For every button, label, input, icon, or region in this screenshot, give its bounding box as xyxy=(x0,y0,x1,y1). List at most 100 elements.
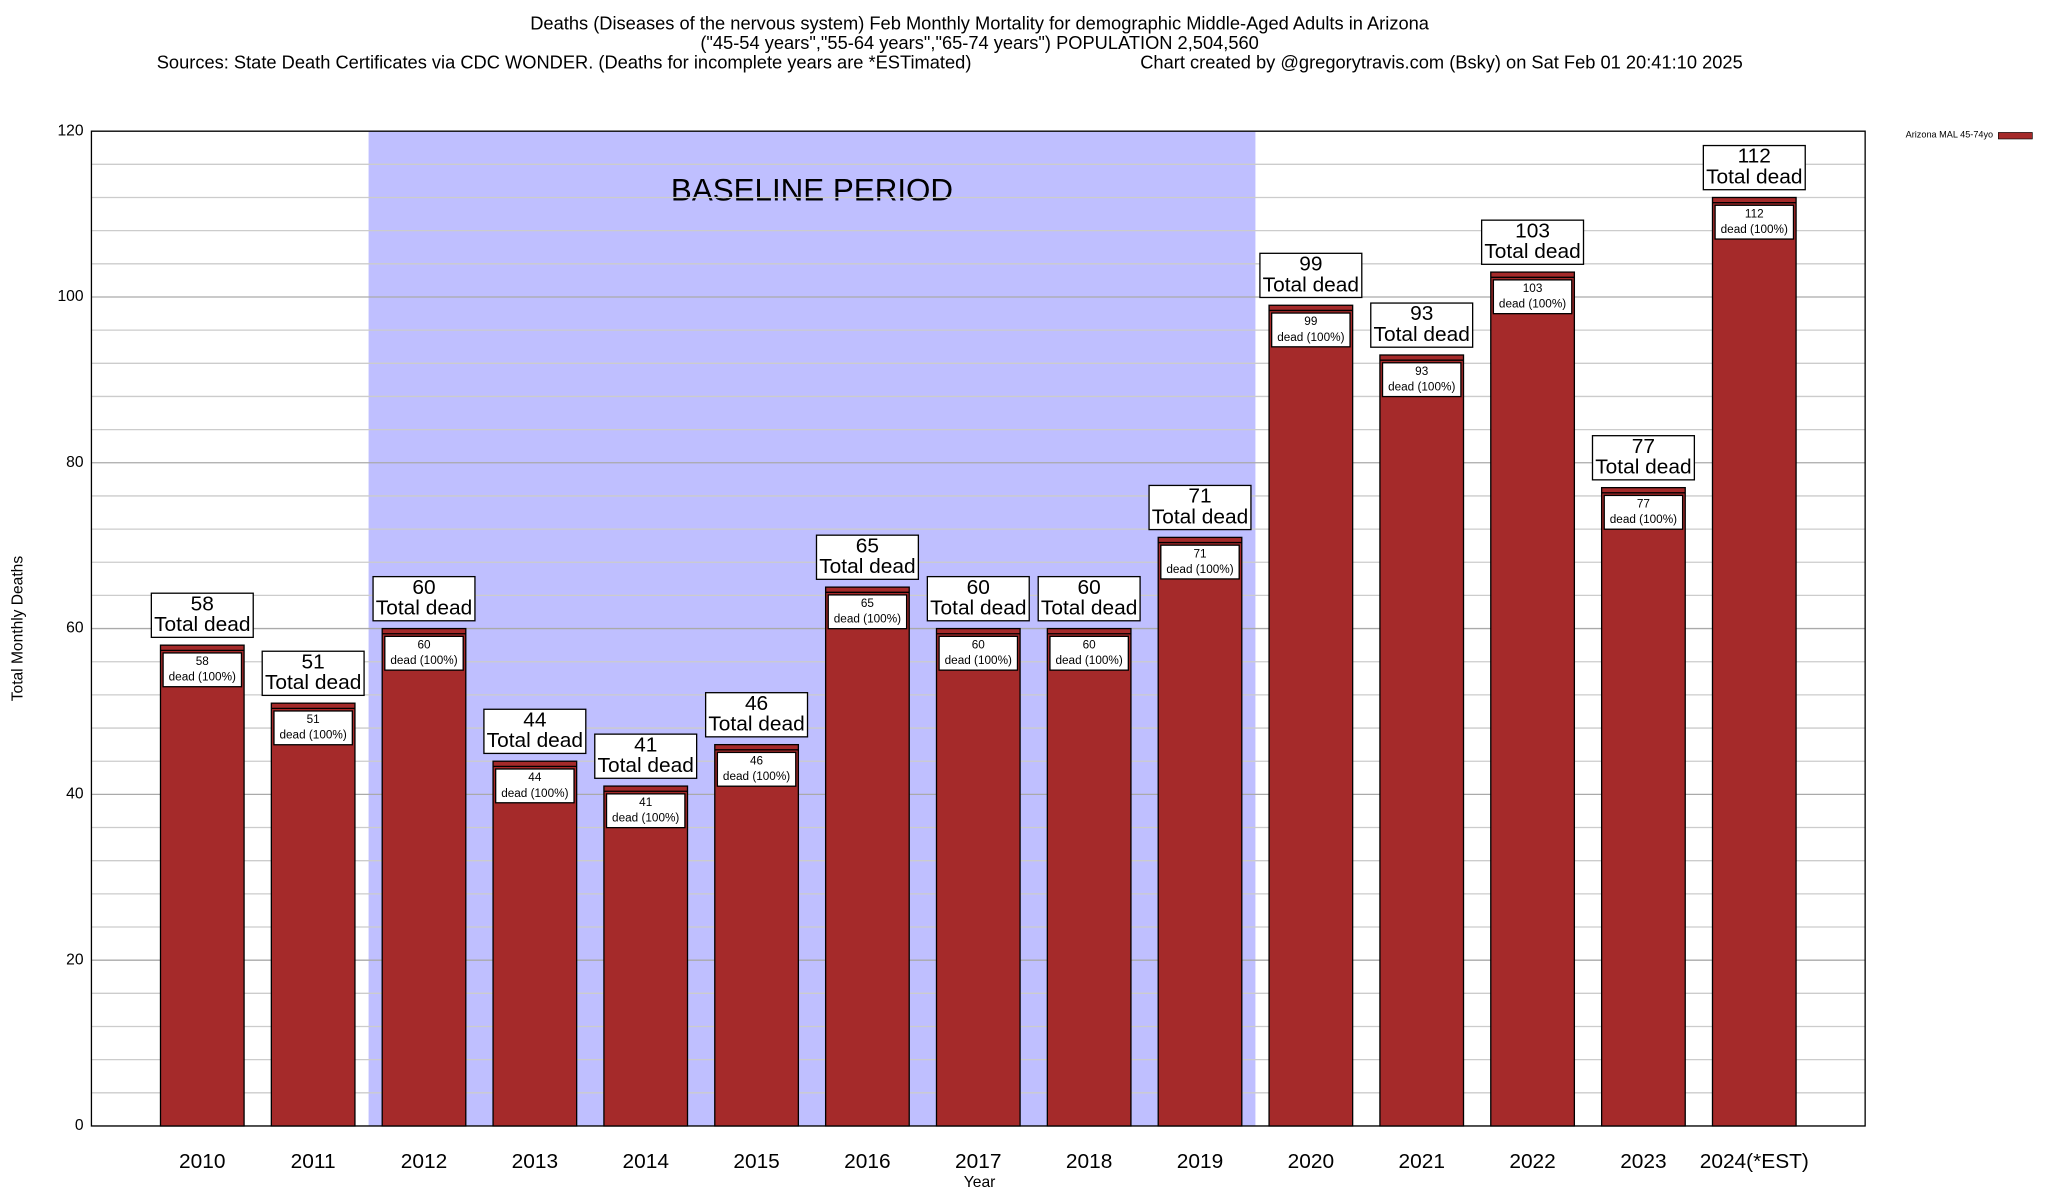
total-label: Total dead xyxy=(819,555,915,578)
inner-box xyxy=(1714,204,1795,240)
inner-box xyxy=(1049,635,1129,671)
total-value: 51 xyxy=(302,650,325,673)
total-label: Total dead xyxy=(1152,505,1248,528)
total-box xyxy=(1148,484,1252,531)
bar xyxy=(824,586,910,1127)
x-tick-label: 2022 xyxy=(1509,1150,1555,1173)
total-box xyxy=(594,733,698,779)
total-value: 41 xyxy=(634,733,657,756)
total-label: Total dead xyxy=(487,729,583,752)
inner-label: dead (100%) xyxy=(1610,513,1677,526)
total-value: 93 xyxy=(1410,302,1433,325)
total-value: 65 xyxy=(856,534,879,557)
inner-box xyxy=(716,751,797,787)
inner-value: 112 xyxy=(1745,207,1764,220)
x-tick-label: 2014 xyxy=(622,1150,668,1173)
inner-label: dead (100%) xyxy=(169,671,236,684)
bar xyxy=(381,627,467,1127)
total-label: Total dead xyxy=(1041,597,1137,620)
total-box xyxy=(372,575,476,622)
x-tick-label: 2013 xyxy=(512,1150,558,1173)
chart-subtitle: ("45-54 years","55-64 years","65-74 year… xyxy=(700,32,1259,53)
inner-value: 65 xyxy=(861,597,875,610)
inner-box xyxy=(273,710,353,746)
y-tick-label: 20 xyxy=(66,951,84,968)
x-tick-label: 2011 xyxy=(291,1150,336,1173)
total-box xyxy=(815,534,920,580)
inner-value: 60 xyxy=(972,639,986,652)
total-label: Total dead xyxy=(598,754,694,777)
inner-box xyxy=(384,635,464,671)
inner-box xyxy=(162,652,243,688)
inner-value: 77 xyxy=(1637,498,1650,511)
inner-label: dead (100%) xyxy=(1277,331,1344,344)
total-box xyxy=(1259,252,1363,299)
bar xyxy=(492,760,578,1127)
x-tick-label: 2019 xyxy=(1177,1150,1223,1173)
total-box xyxy=(150,592,254,639)
inner-label: dead (100%) xyxy=(723,770,790,783)
x-tick-label: 2024(*EST) xyxy=(1700,1150,1809,1173)
x-tick-label: 2023 xyxy=(1620,1150,1666,1173)
inner-box xyxy=(495,768,575,804)
total-box xyxy=(261,650,365,697)
chart-title: Deaths (Diseases of the nervous system) … xyxy=(530,13,1430,34)
total-label: Total dead xyxy=(1484,240,1580,263)
x-axis-label: Year xyxy=(964,1174,996,1191)
total-value: 60 xyxy=(1078,576,1101,599)
total-box xyxy=(1702,144,1806,191)
total-box xyxy=(1591,435,1696,481)
y-tick-label: 80 xyxy=(66,454,84,471)
credit: Chart created by @gregorytravis.com (Bsk… xyxy=(1140,51,1743,72)
bar xyxy=(270,702,356,1127)
inner-label: dead (100%) xyxy=(1388,381,1455,394)
bar xyxy=(1490,271,1576,1127)
x-tick-label: 2017 xyxy=(955,1150,1001,1173)
inner-box xyxy=(1271,312,1351,348)
inner-label: dead (100%) xyxy=(945,654,1012,667)
inner-label: dead (100%) xyxy=(834,613,901,626)
bar xyxy=(603,785,689,1127)
inner-box xyxy=(1603,494,1684,530)
inner-label: dead (100%) xyxy=(612,812,679,825)
inner-box xyxy=(605,793,686,829)
inner-value: 71 xyxy=(1193,547,1206,560)
bar xyxy=(1711,196,1797,1127)
total-box xyxy=(1480,219,1585,265)
inner-value: 60 xyxy=(417,639,431,652)
x-tick-label: 2020 xyxy=(1288,1150,1334,1173)
total-box xyxy=(926,575,1030,622)
inner-box xyxy=(1381,362,1462,398)
y-tick-label: 0 xyxy=(75,1117,84,1134)
baseline-label: BASELINE PERIOD xyxy=(671,173,953,208)
bar xyxy=(714,743,800,1127)
x-tick-label: 2012 xyxy=(401,1150,447,1173)
total-label: Total dead xyxy=(930,597,1026,620)
x-tick-label: 2016 xyxy=(844,1150,890,1173)
total-label: Total dead xyxy=(1595,456,1691,479)
total-label: Total dead xyxy=(708,713,804,736)
inner-value: 51 xyxy=(307,713,320,726)
total-value: 46 xyxy=(745,692,768,715)
bar xyxy=(1379,354,1465,1127)
bar xyxy=(935,627,1021,1127)
total-label: Total dead xyxy=(265,671,361,694)
legend-swatch xyxy=(1998,132,2033,140)
total-value: 71 xyxy=(1188,485,1211,508)
y-axis-label: Total Monthly Deaths xyxy=(9,556,26,702)
y-tick-label: 40 xyxy=(66,786,84,803)
total-label: Total dead xyxy=(1374,323,1470,346)
y-tick-label: 100 xyxy=(57,288,83,305)
x-tick-label: 2010 xyxy=(179,1150,225,1173)
total-label: Total dead xyxy=(1263,273,1359,296)
inner-value: 44 xyxy=(528,771,542,784)
total-value: 112 xyxy=(1738,145,1771,168)
inner-label: dead (100%) xyxy=(1499,298,1566,311)
source: Sources: State Death Certificates via CD… xyxy=(157,51,972,72)
total-box xyxy=(704,692,809,738)
inner-value: 58 xyxy=(196,655,210,668)
inner-value: 103 xyxy=(1523,282,1543,295)
total-box xyxy=(1037,575,1141,622)
x-tick-label: 2018 xyxy=(1066,1150,1112,1173)
x-tick-label: 2021 xyxy=(1398,1150,1444,1173)
